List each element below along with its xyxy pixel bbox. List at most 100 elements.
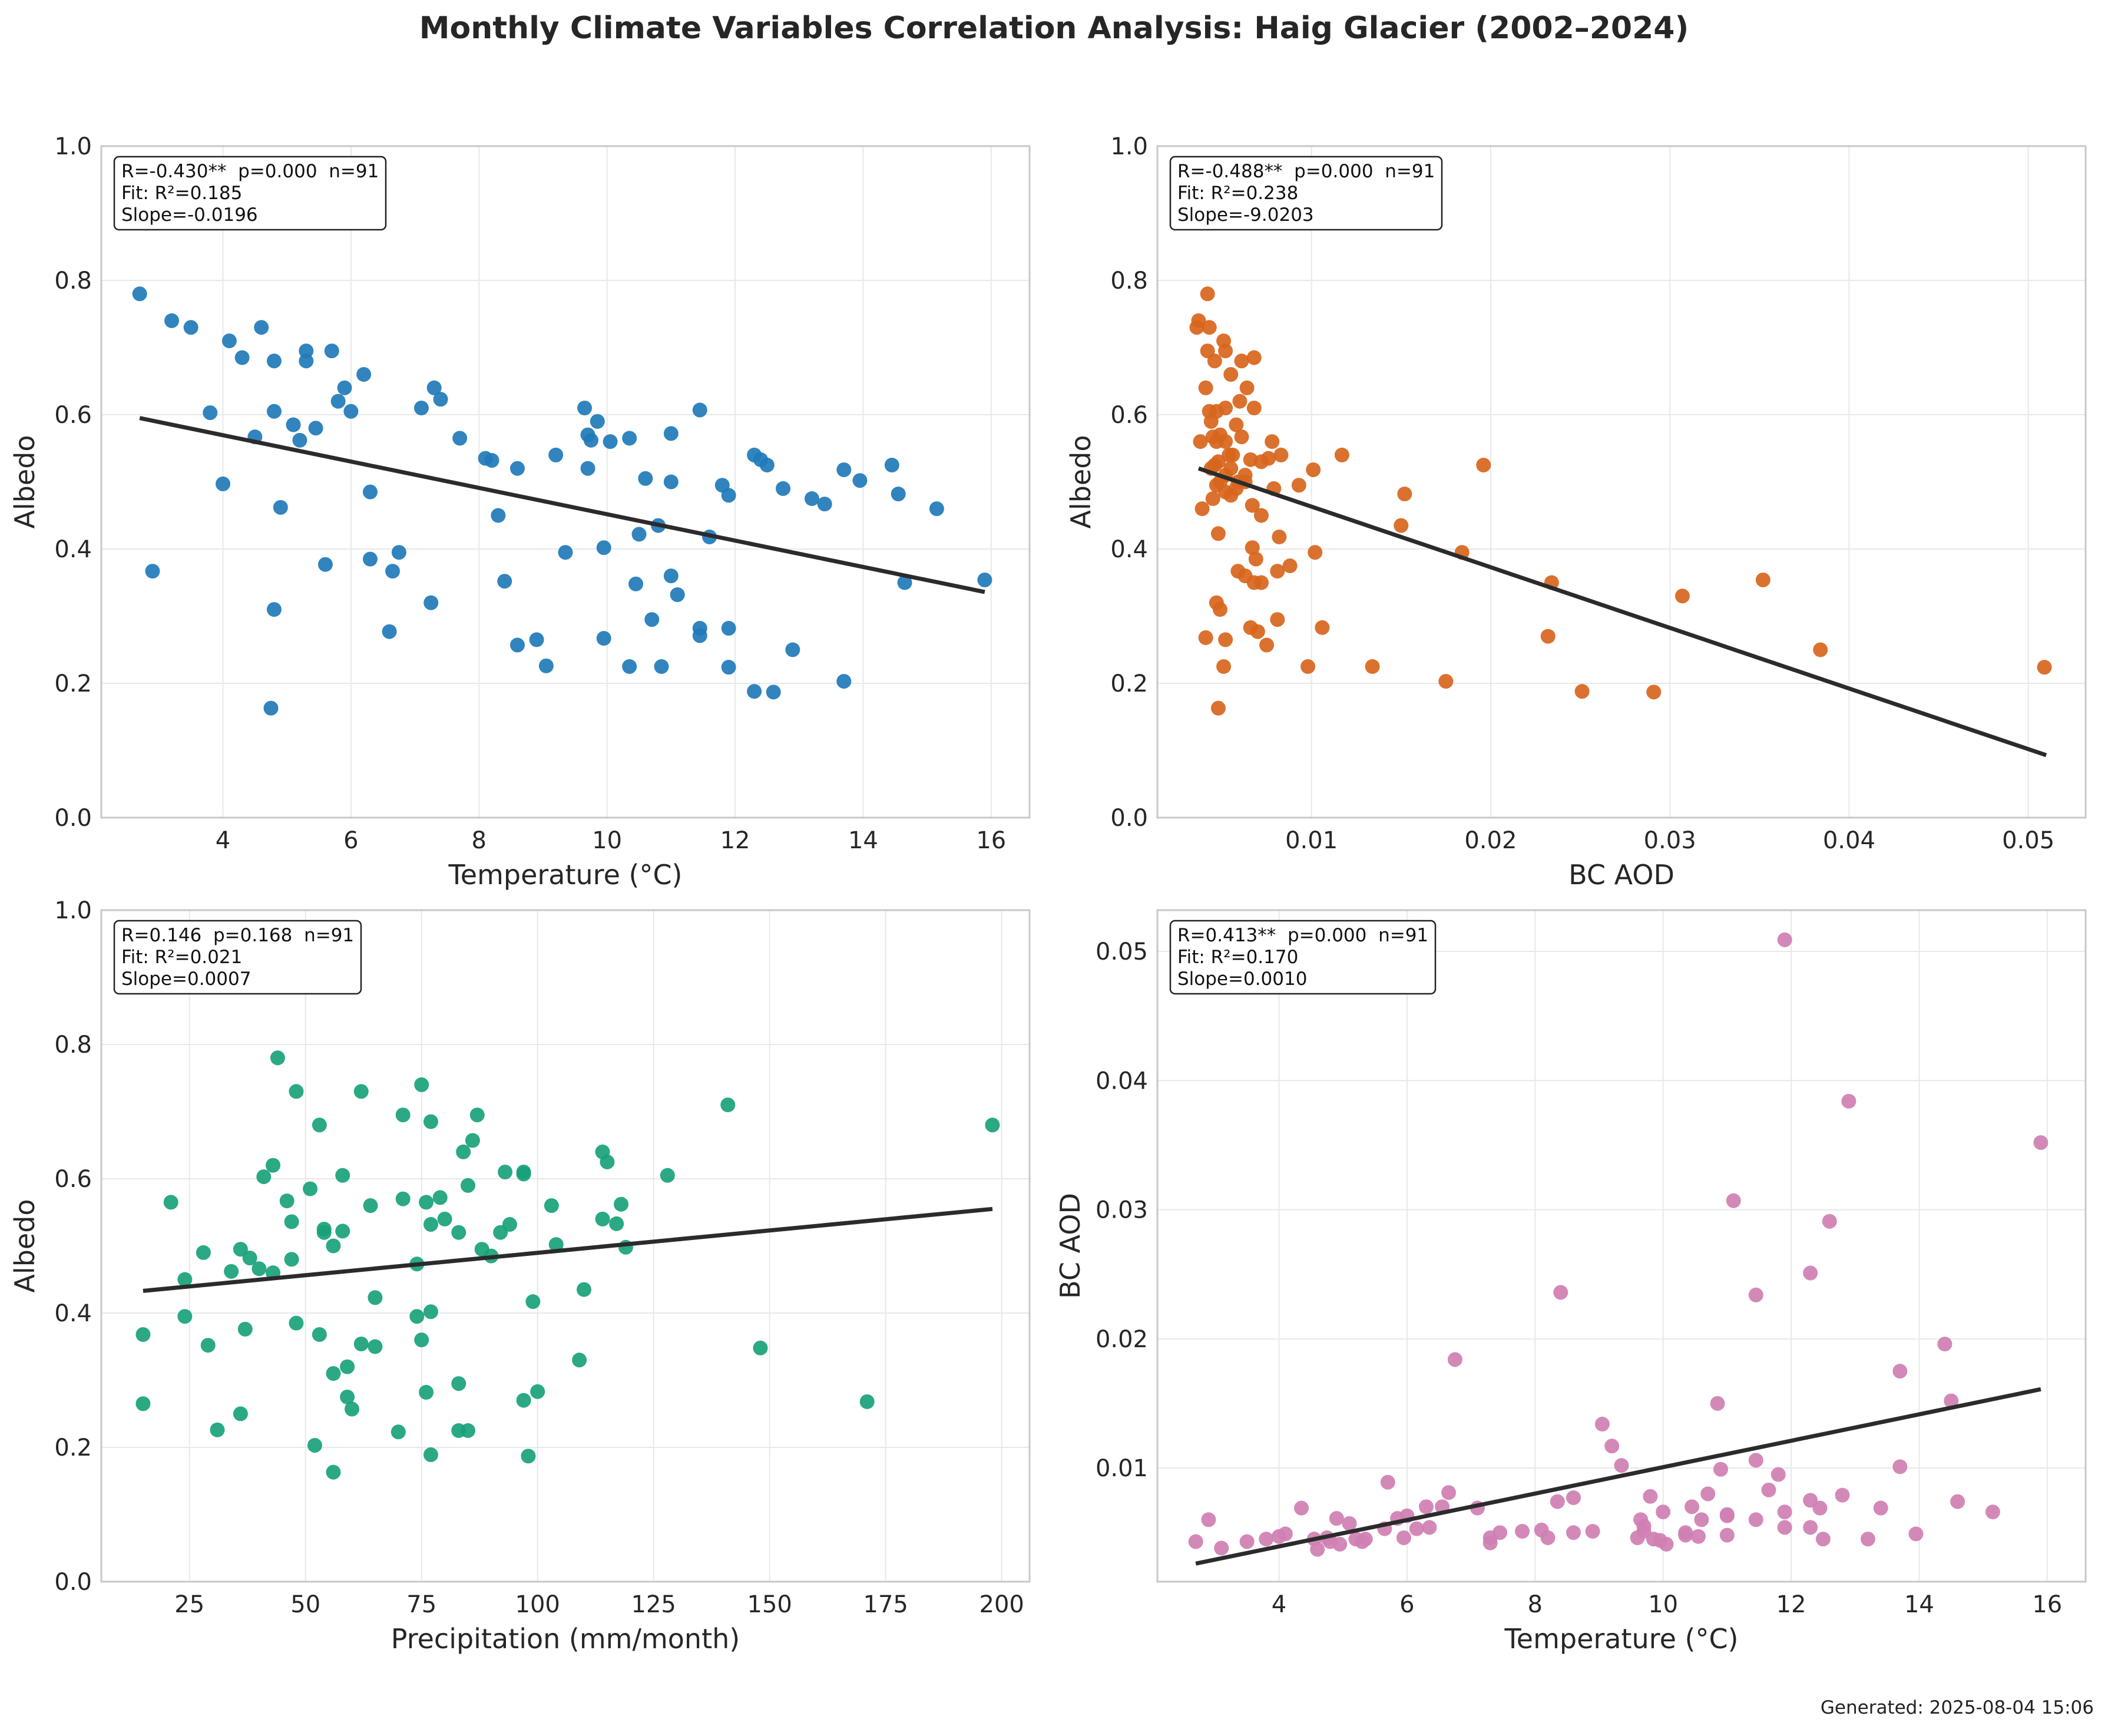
data-point <box>836 674 852 689</box>
y-tick-label: 1.0 <box>1110 133 1148 160</box>
data-point <box>1294 1500 1309 1516</box>
data-point <box>1815 1532 1831 1547</box>
data-point <box>1761 1482 1776 1497</box>
x-tick-label: 75 <box>406 1591 436 1618</box>
stats-line: Slope=-9.0203 <box>1177 204 1314 226</box>
data-point <box>498 1165 513 1180</box>
data-point <box>1237 468 1253 483</box>
x-tick-label: 25 <box>174 1591 204 1618</box>
data-point <box>1803 1265 1818 1281</box>
x-tick-label: 150 <box>747 1591 792 1618</box>
x-axis-label: Precipitation (mm/month) <box>391 1623 740 1655</box>
data-point <box>233 1406 248 1421</box>
data-point <box>1212 602 1227 617</box>
data-point <box>1860 1532 1875 1547</box>
data-point <box>303 1181 318 1196</box>
data-point <box>395 1191 411 1206</box>
data-point <box>1566 1525 1581 1540</box>
data-point <box>596 540 611 555</box>
y-tick-label: 0.6 <box>1110 402 1148 429</box>
data-point <box>1334 447 1349 462</box>
data-point <box>426 380 442 395</box>
data-point <box>326 1238 341 1254</box>
regression-line <box>139 416 985 594</box>
data-point <box>177 1272 193 1287</box>
data-point <box>419 1195 434 1210</box>
y-tick-label: 0.0 <box>1110 805 1148 832</box>
data-point <box>307 1438 322 1453</box>
y-tick-label: 0.8 <box>1110 267 1148 295</box>
y-axis-label: Albedo <box>1065 435 1097 528</box>
data-point <box>1719 1527 1735 1543</box>
data-point <box>1207 353 1222 369</box>
data-point <box>1892 1459 1908 1474</box>
stats-line: Fit: R²=0.238 <box>1177 183 1298 204</box>
x-tick-label: 100 <box>515 1591 560 1618</box>
data-point <box>382 624 397 639</box>
data-point <box>1194 501 1210 517</box>
data-point <box>720 1097 736 1113</box>
data-point <box>1198 380 1213 395</box>
data-point <box>759 458 775 472</box>
data-point <box>1248 551 1263 567</box>
data-point <box>1218 401 1233 416</box>
data-point <box>256 1169 272 1185</box>
data-point <box>456 1144 471 1159</box>
data-point <box>289 1315 304 1331</box>
data-point <box>692 402 707 418</box>
data-point <box>423 1114 438 1129</box>
data-point <box>1748 1453 1763 1468</box>
data-point <box>1719 1507 1735 1522</box>
data-point <box>326 1464 341 1480</box>
y-axis-label: Albedo <box>9 1199 41 1292</box>
data-point <box>1678 1527 1693 1543</box>
data-point <box>1234 429 1249 445</box>
data-point <box>324 343 339 359</box>
data-point <box>1685 1499 1700 1515</box>
data-point <box>884 458 899 472</box>
data-point <box>1985 1504 2000 1520</box>
data-point <box>1614 1458 1629 1473</box>
data-point <box>284 1252 299 1267</box>
data-point <box>1777 932 1792 947</box>
data-point <box>614 1196 629 1212</box>
data-point <box>1329 1511 1344 1526</box>
data-point <box>1229 481 1244 496</box>
data-point <box>1198 630 1213 645</box>
data-point <box>516 1393 531 1408</box>
data-point <box>1245 540 1260 555</box>
data-point <box>1300 659 1316 674</box>
data-point <box>1540 629 1556 644</box>
data-point <box>451 1225 466 1240</box>
data-point <box>1812 1500 1828 1516</box>
data-point <box>1515 1524 1530 1539</box>
y-tick-label: 0.04 <box>1096 1067 1148 1094</box>
data-point <box>622 659 637 674</box>
data-point <box>1777 1520 1792 1535</box>
data-point <box>362 551 378 567</box>
data-point <box>985 1117 1000 1133</box>
x-tick-label: 12 <box>1776 1591 1806 1618</box>
data-point <box>1950 1494 1965 1509</box>
data-point <box>1813 642 1828 657</box>
data-point <box>1270 612 1285 627</box>
data-point <box>1755 572 1771 587</box>
data-point <box>1694 1512 1709 1527</box>
data-point <box>1225 447 1240 462</box>
data-point <box>200 1338 216 1353</box>
stats-box <box>1169 156 1443 231</box>
data-point <box>1234 353 1249 369</box>
y-tick-label: 0.8 <box>54 1031 92 1059</box>
x-tick-label: 16 <box>2032 1591 2062 1618</box>
data-point <box>326 1366 341 1381</box>
data-point <box>538 658 554 673</box>
data-point <box>1239 1534 1255 1549</box>
data-point <box>721 488 736 503</box>
data-point <box>423 595 439 610</box>
axes-frame <box>1156 909 2087 1583</box>
stats-line: R=-0.430** p=0.000 n=91 <box>121 161 379 182</box>
data-point <box>1418 1499 1434 1515</box>
data-point <box>368 1339 383 1354</box>
data-point <box>1482 1535 1498 1550</box>
data-point <box>263 700 279 716</box>
